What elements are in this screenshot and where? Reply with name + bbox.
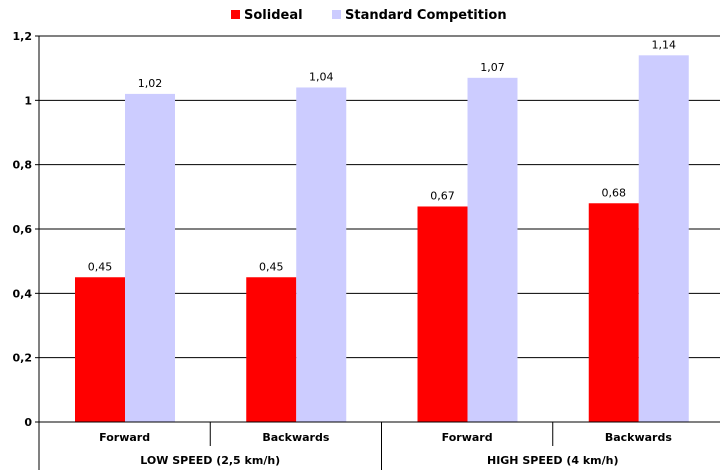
legend: Solideal Standard Competition [231,8,507,23]
legend-swatch [332,10,341,19]
data-label: 1,02 [138,77,163,90]
y-tick-label: 0 [24,416,32,429]
data-label: 0,45 [259,260,284,273]
data-label: 1,04 [309,70,334,83]
bar [296,87,347,422]
data-labels: 0,45 1,02 0,45 1,04 0,67 1,07 0,68 1,14 [88,38,676,273]
y-tick-label: 1,2 [13,30,33,43]
x-axis-categories: Forward Backwards Forward Backwards LOW SPEE… [99,422,672,470]
legend-label: Solideal [244,8,303,23]
y-tick-label: 0,2 [13,352,33,365]
category-label: Backwards [605,431,673,444]
data-label: 0,45 [88,260,113,273]
bar [417,206,468,422]
y-tick-label: 1 [24,94,32,107]
group-label: LOW SPEED (2,5 km/h) [140,454,280,467]
bars [75,55,689,423]
legend-swatch [231,10,240,19]
bar [125,93,175,423]
data-label: 1,14 [652,38,677,51]
y-axis-ticks: 0 0,2 0,4 0,6 0,8 1 1,2 [13,30,39,429]
bar [588,203,639,422]
data-label: 0,67 [430,189,455,202]
category-label: Backwards [262,431,330,444]
bar [638,55,689,423]
legend-label: Standard Competition [345,8,507,23]
category-label: Forward [99,431,150,444]
y-tick-label: 0,4 [13,287,33,300]
data-label: 0,68 [602,186,627,199]
y-tick-label: 0,8 [13,159,33,172]
bar [246,277,297,422]
y-tick-label: 0,6 [13,223,33,236]
group-label: HIGH SPEED (4 km/h) [487,454,619,467]
bar [75,277,125,422]
data-label: 1,07 [480,61,505,74]
category-label: Forward [442,431,493,444]
bar [467,77,518,423]
